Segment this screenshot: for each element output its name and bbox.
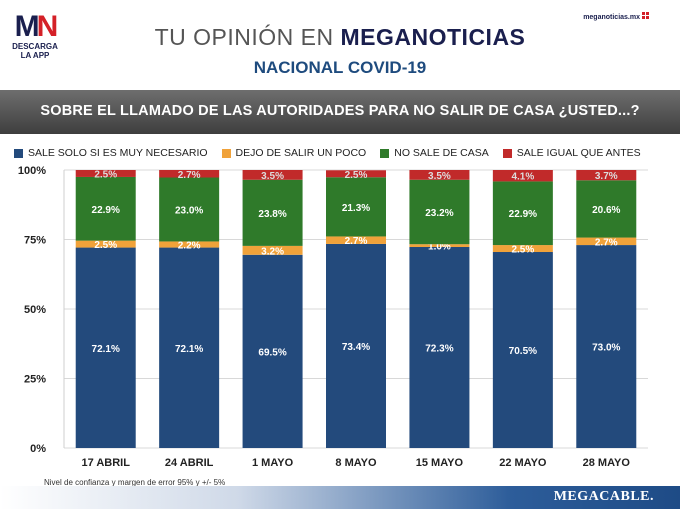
- data-label: 3.5%: [261, 171, 284, 182]
- legend-item-no-sale: NO SALE DE CASA: [380, 147, 489, 159]
- bar-segment: [409, 170, 470, 180]
- page-title: TU OPINIÓN EN MEGANOTICIAS: [0, 24, 680, 51]
- question-banner: SOBRE EL LLAMADO DE LAS AUTORIDADES PARA…: [0, 90, 680, 134]
- data-label: 2.7%: [345, 236, 368, 247]
- x-tick-label: 17 ABRIL: [81, 457, 130, 469]
- flag-icon: [642, 12, 650, 20]
- bar-segment: [492, 252, 553, 448]
- y-tick-label: 25%: [24, 374, 46, 386]
- data-label: 23.2%: [425, 208, 453, 219]
- data-label: 72.1%: [92, 344, 120, 355]
- legend-label-no-sale: NO SALE DE CASA: [394, 147, 489, 159]
- bar-segment: [326, 236, 386, 244]
- logo-m: M: [14, 10, 40, 43]
- title-bold: MEGANOTICIAS: [340, 24, 526, 50]
- data-label: 23.0%: [175, 205, 203, 216]
- legend-swatch-no-sale: [380, 148, 390, 158]
- megacable-logo: MEGACABLE.: [553, 489, 654, 504]
- bar-segment: [159, 241, 220, 248]
- bar-segment: [159, 170, 220, 178]
- data-label: 72.1%: [175, 344, 203, 355]
- data-label: 2.5%: [94, 169, 117, 180]
- bar-segment: [576, 180, 637, 238]
- data-label: 20.6%: [592, 205, 620, 216]
- legend-item-necesario: SALE SOLO SI ES MUY NECESARIO: [14, 147, 208, 159]
- legend-swatch-poco: [221, 148, 231, 158]
- meganoticias-logo[interactable]: MN DESCARGA LA APP: [12, 10, 59, 61]
- x-tick-label: 1 MAYO: [252, 457, 294, 469]
- data-label: 4.1%: [511, 172, 534, 183]
- legend-item-igual: SALE IGUAL QUE ANTES: [502, 147, 641, 159]
- bar-segment: [409, 247, 470, 448]
- data-label: 1.0%: [428, 242, 451, 253]
- data-label: 3.2%: [261, 246, 284, 257]
- x-tick-label: 28 MAYO: [583, 457, 631, 469]
- data-label: 2.5%: [511, 245, 534, 256]
- data-label: 73.0%: [592, 343, 620, 354]
- data-label: 2.5%: [94, 240, 117, 251]
- data-label: 73.4%: [342, 342, 370, 353]
- bar-segment: [409, 244, 470, 248]
- bar-segment: [576, 237, 637, 246]
- data-label: 2.7%: [178, 170, 201, 181]
- bar-segment: [326, 177, 386, 237]
- y-tick-label: 0%: [30, 443, 46, 455]
- footnote: Nivel de confianza y margen de error 95%…: [44, 478, 226, 487]
- data-label: 2.2%: [178, 241, 201, 252]
- title-light: TU OPINIÓN EN: [154, 24, 341, 50]
- legend-swatch-igual: [502, 148, 512, 158]
- bar-segment: [576, 170, 637, 181]
- y-tick-label: 100%: [18, 165, 46, 177]
- bar-segment: [242, 179, 303, 246]
- x-tick-label: 22 MAYO: [499, 457, 547, 469]
- legend-swatch-necesario: [14, 148, 23, 158]
- data-label: 3.7%: [595, 171, 618, 182]
- footer-bar: MEGACABLE.: [0, 486, 680, 509]
- y-tick-label: 50%: [24, 304, 46, 316]
- legend-label-igual: SALE IGUAL QUE ANTES: [516, 147, 641, 159]
- page-subtitle: NACIONAL COVID-19: [253, 58, 427, 77]
- bar-segment: [492, 181, 553, 246]
- legend-item-poco: DEJO DE SALIR UN POCO: [221, 147, 367, 159]
- logo-n: N: [36, 10, 59, 43]
- bar-segment: [159, 177, 220, 242]
- legend-label-poco: DEJO DE SALIR UN POCO: [235, 147, 367, 159]
- bar-segment: [75, 247, 136, 448]
- y-tick-label: 75%: [24, 235, 46, 247]
- site-url[interactable]: meganoticias.mx: [583, 14, 640, 21]
- data-label: 72.3%: [425, 344, 453, 355]
- bar-segment: [409, 179, 470, 245]
- data-label: 70.5%: [509, 346, 537, 357]
- chart-legend: SALE SOLO SI ES MUY NECESARIO DEJO DE SA…: [14, 147, 641, 159]
- bar-segment: [242, 170, 303, 180]
- data-label: 2.5%: [345, 170, 368, 181]
- stacked-bar-chart: 0% 25% 50% 75% 100% 72.1% 2.5% 22.9% 2.5% 17 ABRI…: [18, 165, 648, 469]
- data-label: 22.9%: [509, 209, 537, 220]
- bar-segment: [75, 170, 136, 177]
- question-text: SOBRE EL LLAMADO DE LAS AUTORIDADES PARA…: [40, 103, 640, 119]
- legend-label-necesario: SALE SOLO SI ES MUY NECESARIO: [28, 147, 208, 159]
- bar-segment: [326, 243, 386, 448]
- x-tick-label: 24 ABRIL: [165, 457, 214, 469]
- logo-download-app[interactable]: DESCARGA LA APP: [12, 42, 58, 60]
- bar-segment: [492, 245, 553, 253]
- bar-segment: [75, 176, 136, 241]
- data-label: 3.5%: [428, 171, 451, 182]
- data-label: 23.8%: [258, 209, 286, 220]
- data-label: 21.3%: [342, 203, 370, 214]
- x-tick-label: 8 MAYO: [335, 457, 377, 469]
- bar-segment: [75, 240, 136, 248]
- bar-segment: [159, 247, 220, 448]
- bar-segment: [326, 170, 386, 178]
- data-label: 69.5%: [258, 347, 286, 358]
- bar-segment: [242, 254, 303, 448]
- bar-segment: [576, 245, 637, 448]
- bar-segment: [492, 170, 553, 182]
- logo-mark: MN: [12, 10, 59, 43]
- x-tick-label: 15 MAYO: [416, 457, 464, 469]
- data-label: 22.9%: [92, 205, 120, 216]
- bar-segment: [242, 245, 303, 255]
- data-label: 2.7%: [595, 237, 618, 248]
